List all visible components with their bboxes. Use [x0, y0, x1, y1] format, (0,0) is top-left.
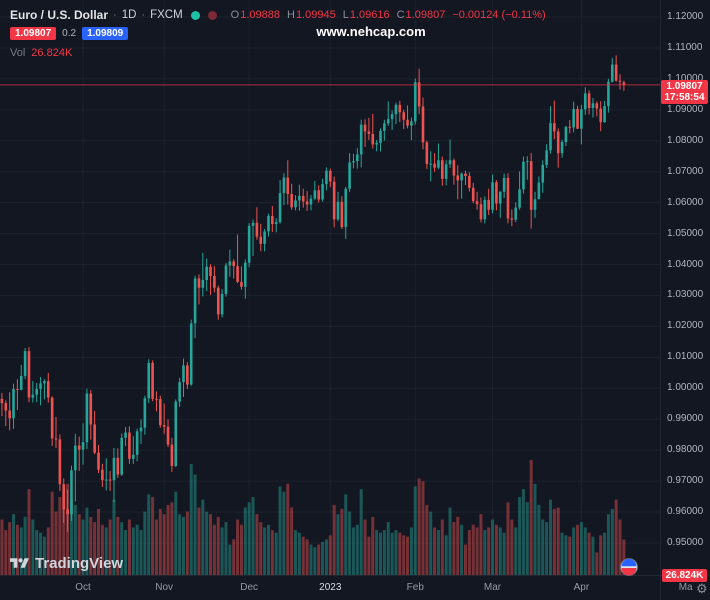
price-tick-label: 0.96000: [667, 506, 704, 518]
price-tick-label: 0.98000: [667, 444, 704, 456]
tradingview-logo[interactable]: TradingView: [10, 555, 123, 572]
publisher-avatar-icon[interactable]: [620, 558, 638, 576]
volume-axis-badge: 26.824K: [662, 569, 707, 582]
time-tick-label: Dec: [240, 582, 259, 593]
price-tick-label: 1.00000: [667, 382, 704, 394]
volume-label: Vol: [10, 47, 26, 59]
price-tick-label: 1.10000: [667, 72, 704, 84]
ohlc-values: O 1.09888 H 1.09945 L 1.09616 C 1.09807 −0.0…: [231, 9, 546, 21]
price-tick-label: 1.08000: [667, 134, 704, 146]
low-label: L: [342, 9, 349, 21]
time-tick-label: Ma: [678, 582, 693, 593]
price-tick-label: 1.11000: [667, 41, 703, 53]
price-tick-label: 1.04000: [667, 258, 704, 270]
price-tick-label: 1.02000: [667, 320, 704, 332]
symbol-title[interactable]: Euro / U.S. Dollar: [10, 8, 109, 22]
close-label: C: [396, 9, 405, 21]
time-tick-label: Oct: [75, 582, 91, 593]
high-value: 1.09945: [295, 9, 336, 21]
time-tick-year-label: 2023: [319, 582, 342, 593]
sell-price-button[interactable]: 1.09807: [10, 27, 57, 40]
separator-dot: ·: [141, 9, 146, 21]
price-tick-label: 1.03000: [667, 289, 704, 301]
time-axis[interactable]: Oct Nov Dec 2023 Feb Mar Apr Ma: [0, 575, 710, 600]
status-dot-green-icon[interactable]: [190, 10, 200, 20]
price-tick-label: 1.05000: [667, 227, 704, 239]
close-value: 1.09807: [405, 9, 446, 21]
price-tick-label: 1.07000: [667, 165, 704, 177]
spread-value: 0.2: [62, 28, 77, 39]
high-label: H: [286, 9, 295, 21]
time-tick-label: Mar: [483, 582, 502, 593]
symbol-row: Euro / U.S. Dollar · 1D · FXCM O 1.09888 …: [10, 8, 546, 22]
bar-countdown: 17:58:54: [664, 91, 705, 103]
separator-dot: ·: [113, 9, 117, 21]
low-value: 1.09616: [349, 9, 390, 21]
status-dot-maroon-icon[interactable]: [207, 10, 217, 20]
open-value: 1.09888: [240, 9, 280, 21]
volume-row: Vol 26.824K: [10, 47, 546, 59]
settings-gear-icon[interactable]: ⚙: [696, 581, 708, 596]
tradingview-logo-text: TradingView: [35, 555, 124, 572]
open-label: O: [230, 9, 240, 21]
price-tick-label: 0.99000: [667, 413, 704, 425]
buy-price-button[interactable]: 1.09809: [82, 27, 129, 40]
interval-label[interactable]: 1D: [121, 9, 137, 21]
exchange-label[interactable]: FXCM: [150, 9, 183, 21]
last-price-value: 1.09807: [666, 80, 703, 92]
time-tick-label: Feb: [406, 582, 424, 593]
price-tick-label: 1.09000: [667, 103, 704, 115]
time-tick-label: Apr: [573, 582, 590, 593]
price-tick-label: 1.12000: [667, 11, 704, 22]
chart-legend: Euro / U.S. Dollar · 1D · FXCM O 1.09888 …: [10, 8, 546, 59]
watermark-text: www.nehcap.com: [316, 24, 426, 39]
tradingview-logo-icon: [10, 558, 29, 568]
price-axis[interactable]: 1.09807 17:58:54 26.824K 1.12000 1.11000 1…: [660, 0, 710, 582]
price-tick-label: 1.01000: [667, 351, 704, 363]
change-value: −0.00124 (−0.11%): [452, 9, 546, 21]
price-tick-label: 0.97000: [667, 475, 704, 487]
price-tick-label: 0.95000: [667, 537, 704, 548]
volume-value: 26.824K: [31, 47, 73, 59]
bid-ask-row: 1.09807 0.2 1.09809: [10, 27, 546, 40]
price-tick-label: 1.06000: [667, 196, 704, 208]
time-tick-label: Nov: [155, 582, 174, 593]
last-price-badge: 1.09807 17:58:54: [661, 79, 708, 104]
